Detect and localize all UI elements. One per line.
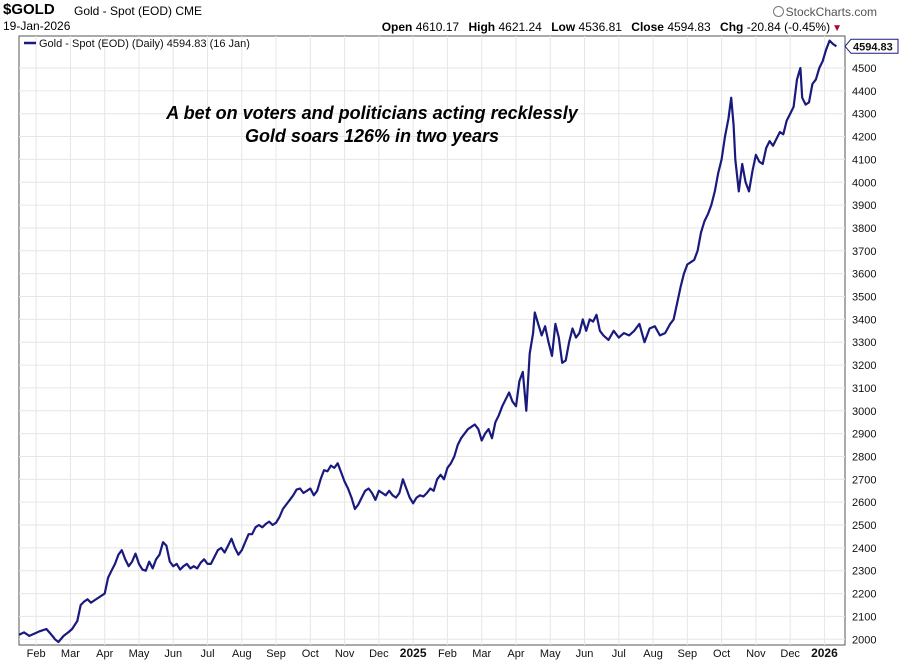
- price-series-line: [18, 39, 838, 644]
- y-tick-label: 2600: [852, 497, 876, 509]
- x-tick-label: Oct: [302, 648, 319, 660]
- ohlc-readout: Open 4610.17 High 4621.24 Low 4536.81 Cl…: [376, 20, 842, 34]
- y-tick-label: 2100: [852, 611, 876, 623]
- x-tick-label: Jul: [612, 648, 626, 660]
- ticker-description: Gold - Spot (EOD) CME: [74, 4, 202, 18]
- y-tick-label: 4000: [852, 177, 876, 189]
- last-value-tag-box: [844, 38, 899, 54]
- x-tick-label: Oct: [713, 648, 730, 660]
- low-value: 4536.81: [578, 20, 622, 34]
- chart-legend: Gold - Spot (EOD) (Daily) 4594.83 (16 Ja…: [24, 38, 250, 50]
- close-label: Close: [631, 20, 664, 34]
- y-tick-label: 3500: [852, 292, 876, 304]
- x-tick-label: Feb: [27, 648, 46, 660]
- x-tick-label: Nov: [335, 648, 355, 660]
- y-tick-label: 2800: [852, 451, 876, 463]
- open-value: 4610.17: [415, 20, 460, 34]
- y-tick-label: 3100: [852, 383, 876, 395]
- x-tick-label: Sep: [678, 648, 698, 660]
- x-tick-label: Aug: [232, 648, 252, 660]
- x-tick-label: 2025: [400, 646, 427, 660]
- down-arrow-icon: ▼: [832, 23, 842, 34]
- y-tick-label: 3700: [852, 246, 876, 258]
- copyright-icon: [772, 6, 784, 17]
- low-label: Low: [551, 20, 576, 34]
- high-value: 4621.24: [498, 20, 542, 34]
- x-tick-label: Jul: [200, 648, 214, 660]
- y-tick-label: 2000: [852, 634, 876, 646]
- close-value: 4594.83: [667, 20, 711, 34]
- y-tick-label: 3200: [852, 360, 876, 372]
- y-tick-label: 2500: [852, 520, 876, 532]
- chg-label: Chg: [720, 20, 744, 34]
- ticker-symbol: $GOLD: [3, 1, 55, 18]
- x-tick-label: Aug: [643, 648, 663, 660]
- last-value-text: 4594.83: [853, 41, 893, 53]
- brand-watermark[interactable]: StockCharts.com: [772, 5, 877, 19]
- x-tick-label: May: [129, 648, 150, 660]
- x-tick-label: Apr: [507, 648, 524, 660]
- y-tick-label: 2900: [852, 429, 876, 441]
- y-tick-label: 2700: [852, 474, 876, 486]
- grid-lines: [19, 36, 845, 645]
- exchange-text: CME: [175, 4, 203, 18]
- x-tick-label: Sep: [266, 648, 286, 660]
- y-tick-label: 3600: [852, 269, 876, 281]
- y-tick-label: 2400: [852, 543, 876, 555]
- x-tick-label: May: [540, 648, 561, 660]
- legend-text: Gold - Spot (EOD) (Daily) 4594.83 (16 Ja…: [39, 38, 250, 50]
- y-tick-label: 3900: [852, 200, 876, 212]
- x-tick-label: Jun: [576, 648, 594, 660]
- y-tick-label: 4100: [852, 154, 876, 166]
- y-tick-label: 3800: [852, 223, 876, 235]
- x-tick-label: Jun: [164, 648, 182, 660]
- y-axis: 2000 2100 2200 2300 2400 2500 2600 2700 2800 2900…: [852, 63, 876, 646]
- x-tick-label: Feb: [438, 648, 457, 660]
- y-tick-label: 4300: [852, 109, 876, 121]
- open-label: Open: [381, 20, 413, 34]
- chg-value: -20.84 (-0.45%): [746, 20, 831, 34]
- brand-text: StockCharts.com: [785, 5, 877, 19]
- x-tick-label: Dec: [369, 648, 389, 660]
- description-text: Gold - Spot (EOD): [74, 4, 173, 18]
- x-tick-label: Mar: [61, 648, 80, 660]
- y-tick-label: 2300: [852, 566, 876, 578]
- x-tick-label: Nov: [746, 648, 766, 660]
- annotation-line-1: A bet on voters and politicians acting r…: [165, 103, 578, 123]
- y-tick-label: 4500: [852, 63, 876, 75]
- y-tick-label: 3000: [852, 406, 876, 418]
- y-tick-label: 3300: [852, 337, 876, 349]
- high-label: High: [468, 20, 496, 34]
- plot-area: [18, 35, 846, 646]
- x-tick-label: Mar: [472, 648, 491, 660]
- x-tick-label: Dec: [780, 648, 800, 660]
- annotation-line-2: Gold soars 126% in two years: [245, 126, 499, 146]
- x-tick-label: 2026: [811, 646, 838, 660]
- x-tick-label: Apr: [96, 648, 113, 660]
- last-value-tag: 4594.83: [844, 38, 899, 54]
- y-tick-label: 3400: [852, 314, 876, 326]
- x-axis: Feb Mar Apr May Jun Jul Aug Sep Oct Nov Dec 2025 Feb…: [27, 646, 838, 660]
- y-tick-label: 4400: [852, 86, 876, 98]
- chart-date: 19-Jan-2026: [3, 19, 71, 33]
- y-tick-label: 4200: [852, 132, 876, 144]
- y-tick-label: 2200: [852, 589, 876, 601]
